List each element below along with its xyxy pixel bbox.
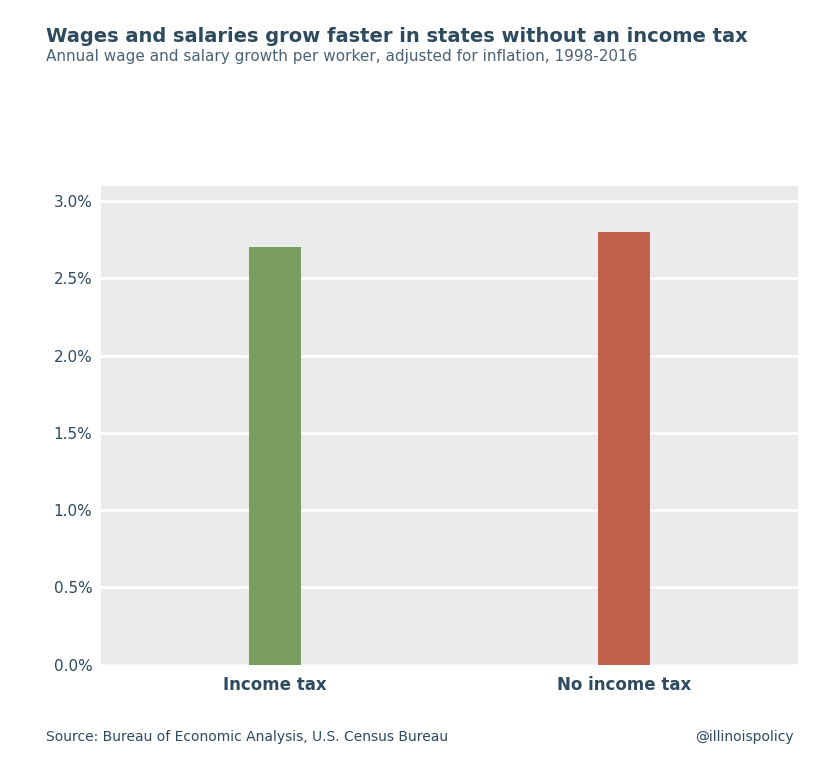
- Text: @illinoispolicy: @illinoispolicy: [696, 730, 794, 744]
- Text: Wages and salaries grow faster in states without an income tax: Wages and salaries grow faster in states…: [46, 27, 748, 46]
- Text: Source: Bureau of Economic Analysis, U.S. Census Bureau: Source: Bureau of Economic Analysis, U.S…: [46, 730, 449, 744]
- Bar: [249, 247, 302, 665]
- Text: Annual wage and salary growth per worker, adjusted for inflation, 1998-2016: Annual wage and salary growth per worker…: [46, 49, 638, 63]
- Bar: [597, 232, 650, 665]
